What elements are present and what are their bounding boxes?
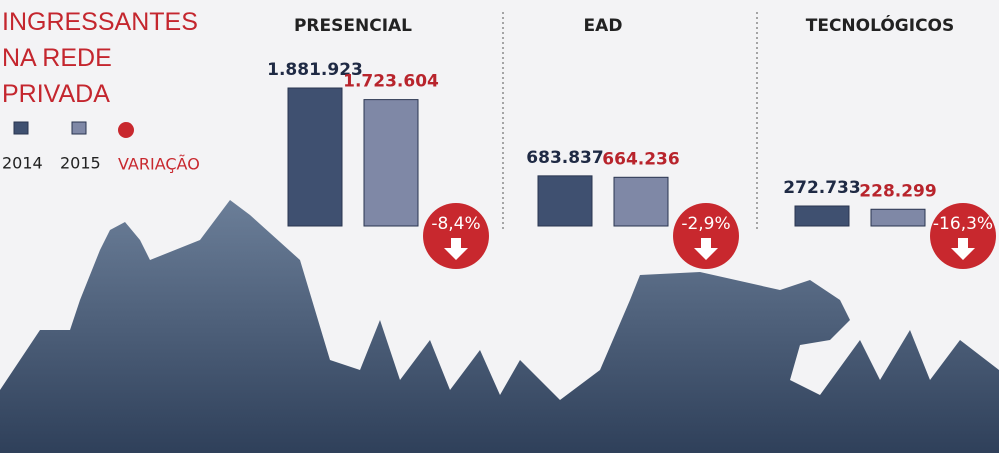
legend-label: VARIAÇÃO (118, 155, 200, 174)
value-label: 228.299 (859, 181, 936, 201)
variation-label: -8,4% (431, 214, 480, 234)
background-silhouettes (0, 200, 999, 453)
bar (364, 100, 418, 226)
legend-label: 2015 (60, 154, 101, 173)
bar (871, 209, 925, 226)
bar (795, 206, 849, 226)
value-label: 664.236 (602, 149, 679, 169)
variation-label: -16,3% (933, 214, 993, 234)
category-label: TECNOLÓGICOS (806, 14, 955, 36)
value-label: 272.733 (783, 178, 860, 198)
variation-label: -2,9% (681, 214, 730, 234)
bar (614, 177, 668, 226)
value-label: 1.723.604 (343, 72, 439, 92)
legend-swatch (14, 122, 28, 134)
bar (288, 88, 342, 226)
category-label: PRESENCIAL (294, 16, 412, 36)
legend-label: 2014 (2, 154, 43, 173)
category-label: EAD (584, 16, 623, 36)
infographic: PRESENCIAL1.881.9231.723.604-8,4%EAD683.… (0, 0, 999, 453)
value-label: 683.837 (526, 148, 603, 168)
legend-swatch (118, 122, 134, 138)
page: PRESENCIAL1.881.9231.723.604-8,4%EAD683.… (0, 0, 999, 453)
legend-swatch (72, 122, 86, 134)
bar (538, 176, 592, 226)
chart-title: INGRESSANTES NA REDE PRIVADA (2, 4, 162, 112)
